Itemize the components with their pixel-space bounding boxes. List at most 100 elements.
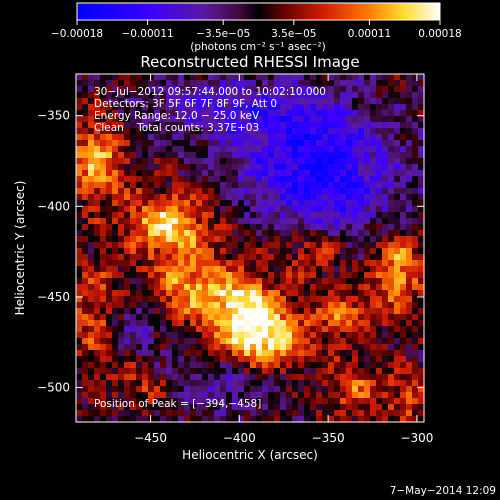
heatmap-cell — [196, 314, 203, 321]
heatmap-cell — [136, 398, 143, 405]
heatmap-cell — [322, 134, 329, 141]
heatmap-cell — [154, 416, 161, 423]
heatmap-cell — [142, 92, 149, 99]
heatmap-cell — [346, 374, 353, 381]
heatmap-cell — [382, 344, 389, 351]
heatmap-cell — [178, 248, 185, 255]
heatmap-cell — [346, 326, 353, 333]
heatmap-cell — [262, 86, 269, 93]
heatmap-cell — [214, 266, 221, 273]
heatmap-cell — [130, 110, 137, 117]
heatmap-cell — [220, 206, 227, 213]
heatmap-cell — [154, 344, 161, 351]
heatmap-cell — [226, 368, 233, 375]
heatmap-cell — [106, 380, 113, 387]
heatmap-cell — [178, 158, 185, 165]
heatmap-cell — [82, 410, 89, 417]
heatmap-cell — [226, 152, 233, 159]
heatmap-cell — [136, 164, 143, 171]
heatmap-cell — [220, 182, 227, 189]
heatmap-cell — [190, 260, 197, 267]
heatmap-cell — [238, 374, 245, 381]
heatmap-cell — [382, 314, 389, 321]
heatmap-cell — [202, 386, 209, 393]
heatmap-cell — [226, 170, 233, 177]
heatmap-cell — [142, 164, 149, 171]
heatmap-cell — [298, 386, 305, 393]
heatmap-cell — [388, 380, 395, 387]
heatmap-cell — [112, 194, 119, 201]
heatmap-cell — [298, 344, 305, 351]
heatmap-cell — [238, 230, 245, 237]
heatmap-cell — [292, 350, 299, 357]
heatmap-cell — [268, 248, 275, 255]
heatmap-cell — [346, 230, 353, 237]
heatmap-cell — [142, 254, 149, 261]
heatmap-cell — [88, 368, 95, 375]
heatmap-cell — [160, 242, 167, 249]
heatmap-cell — [304, 308, 311, 315]
heatmap-cell — [358, 416, 365, 423]
heatmap-cell — [226, 146, 233, 153]
heatmap-cell — [190, 254, 197, 261]
heatmap-cell — [94, 176, 101, 183]
heatmap-cell — [280, 128, 287, 135]
heatmap-cell — [76, 92, 83, 99]
heatmap-cell — [310, 398, 317, 405]
heatmap-cell — [352, 92, 359, 99]
heatmap-cell — [130, 290, 137, 297]
heatmap-cell — [418, 212, 425, 219]
heatmap-cell — [280, 92, 287, 99]
heatmap-cell — [346, 248, 353, 255]
heatmap-cell — [94, 110, 101, 117]
heatmap-cell — [238, 398, 245, 405]
heatmap-cell — [322, 374, 329, 381]
heatmap-cell — [118, 254, 125, 261]
heatmap-cell — [208, 302, 215, 309]
heatmap-cell — [160, 158, 167, 165]
heatmap-cell — [160, 134, 167, 141]
heatmap-cell — [328, 140, 335, 147]
heatmap-cell — [202, 308, 209, 315]
heatmap-cell — [316, 224, 323, 231]
heatmap-cell — [400, 80, 407, 87]
heatmap-cell — [88, 134, 95, 141]
heatmap-cell — [274, 230, 281, 237]
heatmap-cell — [106, 212, 113, 219]
heatmap-cell — [178, 362, 185, 369]
heatmap-cell — [304, 218, 311, 225]
heatmap-cell — [202, 356, 209, 363]
heatmap-cell — [310, 332, 317, 339]
heatmap-cell — [154, 338, 161, 345]
heatmap-cell — [124, 86, 131, 93]
heatmap-cell — [340, 344, 347, 351]
heatmap-cell — [232, 386, 239, 393]
heatmap-cell — [214, 122, 221, 129]
heatmap-cell — [76, 350, 83, 357]
heatmap-cell — [232, 362, 239, 369]
heatmap-cell — [184, 260, 191, 267]
heatmap-cell — [358, 98, 365, 105]
heatmap-cell — [190, 236, 197, 243]
heatmap-cell — [334, 362, 341, 369]
heatmap-cell — [94, 368, 101, 375]
heatmap-cell — [376, 338, 383, 345]
heatmap-cell — [172, 284, 179, 291]
heatmap-cell — [310, 194, 317, 201]
heatmap-cell — [136, 254, 143, 261]
heatmap-cell — [286, 338, 293, 345]
heatmap-cell — [322, 218, 329, 225]
heatmap-cell — [316, 152, 323, 159]
heatmap-cell — [334, 338, 341, 345]
colorbar-tick-label: 3.5e−05 — [271, 28, 316, 40]
heatmap-cell — [370, 92, 377, 99]
heatmap-cell — [220, 188, 227, 195]
heatmap-cell — [388, 92, 395, 99]
heatmap-cell — [382, 284, 389, 291]
heatmap-cell — [244, 104, 251, 111]
heatmap-cell — [154, 98, 161, 105]
heatmap-cell — [328, 218, 335, 225]
heatmap-cell — [412, 74, 419, 81]
heatmap-cell — [106, 242, 113, 249]
